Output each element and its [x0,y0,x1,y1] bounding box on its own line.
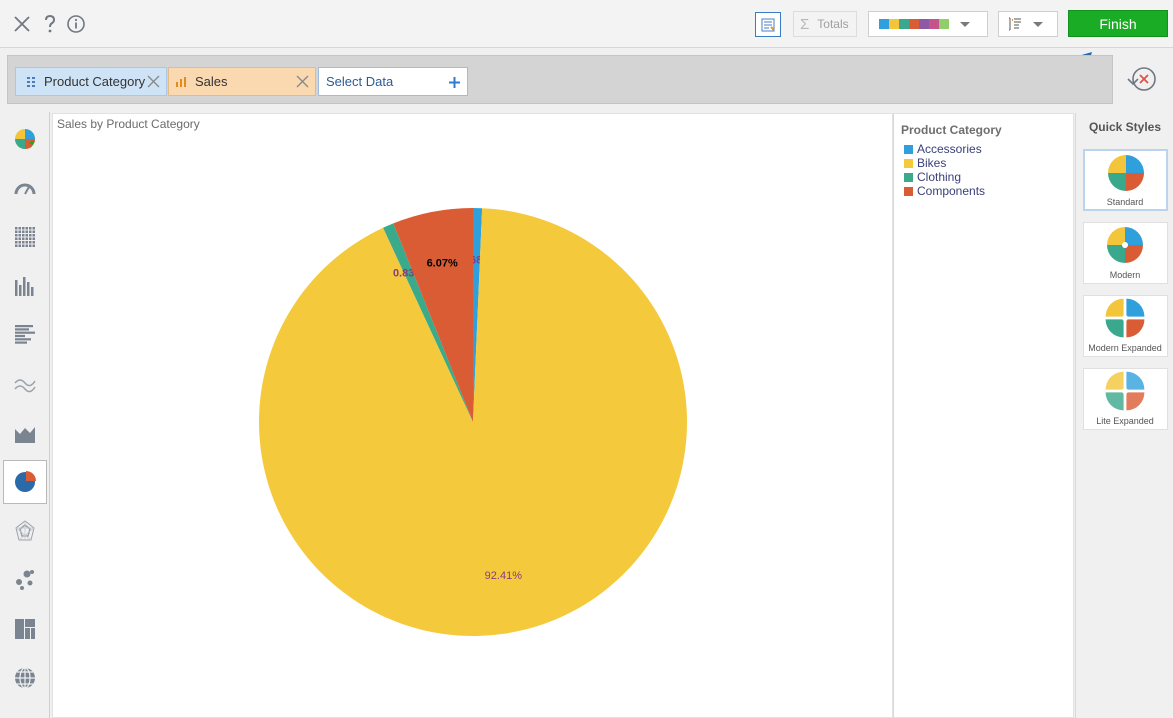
radar-chart-icon [15,520,35,541]
help-icon[interactable] [38,12,62,36]
palette-swatch [889,19,899,29]
gauge-icon [14,183,36,195]
sidebar-item-treemap[interactable] [3,607,47,651]
palette-swatches [879,19,949,29]
legend-label: Accessories [917,142,982,156]
sidebar-item-pie-chart[interactable] [3,460,47,504]
field-chip-label: Sales [195,74,228,89]
sidebar-item-globe[interactable] [3,656,47,700]
legend-item[interactable]: Components [904,184,985,198]
quick-style-modern-expanded[interactable] [1083,295,1168,357]
line-chart-icon [14,379,36,393]
chevron-down-icon [1033,21,1043,27]
legend-label: Clothing [917,170,962,184]
pie-slice-bikes[interactable] [258,208,687,636]
pie-chart-icon [15,471,36,492]
sidebar-item-gauge[interactable] [3,166,47,210]
legend-swatch [904,186,913,196]
legend-item[interactable]: Bikes [904,156,946,170]
quick-style-label: Lite Expanded [1096,416,1154,426]
remove-field-icon[interactable] [147,75,160,88]
quick-style-standard[interactable] [1083,149,1168,211]
top-toolbar: Σ Totals Finish [0,0,1173,48]
remove-field-icon[interactable] [296,75,309,88]
legend-swatch [904,158,913,168]
palette-swatch [899,19,909,29]
sort-icon [1009,17,1021,31]
quick-style-preview-icon [1105,298,1145,338]
sidebar-item-column-chart[interactable] [3,264,47,308]
chart-title: Sales by Product Category [57,117,200,131]
sidebar-item-smart-pie[interactable] [3,117,47,161]
data-sheet-icon [761,18,775,31]
sort-options-dropdown[interactable] [998,11,1058,37]
pie-slice-accessories[interactable] [473,208,483,422]
pie-slice-components[interactable] [393,208,473,422]
quick-style-preview-icon [1107,227,1143,263]
legend-title: Product Category [901,123,1002,137]
pie-chart: 0.68%92.41%0.83%6.07% [258,208,687,636]
treemap-icon [15,619,35,639]
quick-styles-title: Quick Styles [1088,120,1162,134]
quick-style-preview-icon [1108,155,1144,191]
data-sheet-button[interactable] [755,12,781,37]
palette-swatch [909,19,919,29]
sigma-icon: Σ [800,15,810,33]
data-label-components: 6.07% [427,257,458,269]
area-chart-icon [15,427,35,443]
sidebar-item-bar-chart[interactable] [3,313,47,357]
column-chart-icon [15,277,34,296]
legend-label: Bikes [917,156,947,170]
legend-label: Components [917,184,986,198]
sidebar-item-area-chart[interactable] [3,411,47,455]
field-chip-sales[interactable]: Sales [168,67,316,96]
palette-swatch [929,19,939,29]
bar-chart-icon [15,325,35,344]
select-data-label: Select Data [326,74,394,89]
scatter-icon [16,570,34,590]
quick-style-label: Modern [1109,270,1141,280]
legend-item[interactable]: Clothing [904,170,961,184]
info-icon[interactable] [64,12,88,36]
quick-style-label: Standard [1106,197,1144,207]
totals-label: Totals [817,17,849,31]
legend-swatch [904,172,913,182]
smart-pie-icon [15,129,35,149]
dimension-icon [27,76,35,87]
legend-swatch [904,144,913,154]
select-data-dropzone[interactable]: Select Data [318,67,468,96]
sidebar-item-scatter[interactable] [3,558,47,602]
chevron-down-icon [960,21,970,27]
field-chip-product-category[interactable]: Product Category [15,67,167,96]
quick-styles-panel: Quick Styles Standard Modern Modern Expand… [1075,113,1173,718]
globe-icon [15,667,35,689]
chart-canvas: Sales by Product Category 0.68% 92.41% 0.8… [52,113,893,718]
reset-chart-icon[interactable] [1127,63,1159,95]
sidebar-item-radar-chart[interactable] [3,509,47,553]
data-label-bikes: 92.41% [485,570,523,582]
pie-slice-clothing[interactable] [383,223,473,422]
sidebar-item-grid-table[interactable] [3,215,47,259]
palette-swatch [919,19,929,29]
finish-button[interactable]: Finish [1068,10,1168,37]
color-palette-dropdown[interactable] [868,11,988,37]
legend-panel: Product Category Accessories Bikes Clothin… [893,113,1074,718]
quick-style-lite-expanded[interactable] [1083,368,1168,430]
legend-item[interactable]: Accessories [904,142,982,156]
quick-style-label: Modern Expanded [1088,343,1162,353]
sidebar-item-line-chart[interactable] [3,362,47,406]
fields-bar: Product Category Sales Select Data [7,55,1113,104]
close-icon[interactable] [10,12,34,36]
quick-style-modern[interactable] [1083,222,1168,284]
field-chip-label: Product Category [44,74,146,89]
totals-button[interactable]: Σ Totals [793,11,857,37]
chart-type-sidebar [0,112,50,718]
grid-table-icon [15,227,35,247]
plus-icon[interactable] [448,76,461,89]
palette-swatch [879,19,889,29]
palette-swatch [939,19,949,29]
measure-icon [176,76,186,87]
quick-style-preview-icon [1105,371,1145,411]
